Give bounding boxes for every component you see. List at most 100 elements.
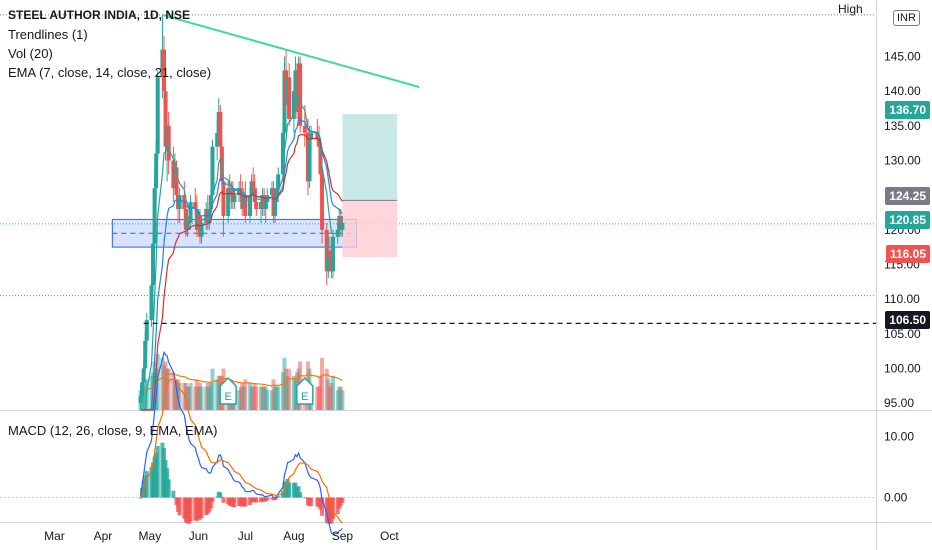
candle-body [287, 77, 292, 119]
x-tick-label: Mar [44, 529, 65, 543]
tag-last-price: 120.85 [885, 211, 930, 229]
legend-volume[interactable]: Vol (20) [8, 46, 53, 61]
candle-body [199, 222, 204, 237]
macd-histogram-bar [302, 497, 307, 499]
candle [163, 84, 168, 161]
macd-histogram-bar [274, 497, 279, 499]
candle-body [274, 188, 279, 203]
macd-pane [0, 350, 876, 535]
candle [155, 70, 160, 161]
macd-histogram-bar [320, 497, 325, 516]
macd-histogram-bar [265, 497, 270, 501]
macd-histogram-bar [254, 497, 259, 503]
tag-target: 136.70 [885, 101, 930, 119]
candle [309, 125, 314, 154]
candle-body [298, 63, 303, 126]
candle-body [188, 202, 193, 223]
volume-bar [265, 390, 270, 410]
volume-bar [166, 368, 171, 410]
long-position-target [342, 114, 398, 201]
candle [331, 229, 335, 279]
candle-body [243, 195, 248, 216]
candle [340, 215, 345, 237]
candle-body [193, 202, 198, 209]
currency-badge[interactable]: INR [893, 10, 920, 26]
earnings-marker: E [219, 376, 237, 405]
ema21-line [140, 134, 343, 411]
candle-body [144, 319, 149, 341]
candle-body [291, 91, 296, 119]
candle [254, 188, 259, 216]
candle [249, 174, 254, 203]
candle-body [340, 222, 345, 230]
volume-bar [276, 386, 281, 410]
candle-body [154, 153, 159, 189]
x-tick-label: May [139, 529, 162, 543]
candle-body [161, 49, 166, 92]
macd-line [139, 350, 343, 535]
macd-histogram-bar [208, 497, 213, 509]
candle [188, 195, 193, 230]
legend-ema[interactable]: EMA (7, close, 14, close, 21, close) [8, 65, 212, 80]
y-tick-label: 95.00 [884, 396, 914, 410]
macd-histogram-bar [232, 497, 237, 507]
y-tick-label: 145.00 [884, 50, 921, 64]
macd-histogram-bar [243, 497, 248, 507]
macd-legend: MACD (12, 26, close, 9, EMA, EMA) [8, 421, 218, 440]
candle-body [318, 146, 323, 175]
candle-body [320, 174, 325, 230]
candle-body [226, 188, 231, 216]
candle-body [263, 202, 268, 209]
y-tick-label: 105.00 [884, 327, 921, 341]
earnings-marker: E [296, 376, 314, 405]
volume-bar [331, 375, 335, 410]
candle [243, 181, 248, 223]
candle-body [327, 250, 332, 258]
candle-body [174, 167, 179, 196]
volume-bar [188, 383, 193, 410]
candle [218, 105, 223, 154]
candle-body [280, 132, 285, 175]
macd-histogram-bar [218, 492, 223, 498]
candle-body [315, 132, 320, 140]
main-legend: STEEL AUTHOR INDIA, 1D, NSE Trendlines (… [8, 6, 211, 82]
earnings-icon [296, 376, 314, 405]
legend-trendlines[interactable]: Trendlines (1) [8, 27, 88, 42]
legend-macd[interactable]: MACD (12, 26, close, 9, EMA, EMA) [8, 423, 218, 438]
x-tick-label: Jul [238, 529, 253, 543]
candle-body [273, 202, 278, 216]
signal-line [140, 378, 343, 524]
legend-title: STEEL AUTHOR INDIA, 1D, NSE [8, 8, 191, 22]
volume-bar [243, 379, 248, 410]
candle-body [143, 340, 148, 369]
candle-body [251, 181, 256, 189]
candle-body [338, 215, 343, 230]
candle-body [232, 195, 237, 203]
earnings-letter: E [224, 391, 231, 403]
candle-body [208, 195, 213, 209]
candle-body [138, 396, 143, 404]
macd-histogram-bar [340, 497, 345, 503]
candle [232, 188, 237, 209]
candle-body [259, 202, 264, 209]
y-tick-label: 130.00 [884, 153, 921, 167]
macd-histogram-bar [166, 479, 171, 498]
candle-body [326, 250, 331, 272]
candle-body [149, 285, 154, 320]
candle-body [215, 132, 220, 147]
x-tick-label: Apr [94, 529, 113, 543]
candle-body [249, 181, 254, 196]
macd-histogram-bar [155, 445, 160, 498]
volume-bar [199, 386, 204, 410]
ema7-line [140, 95, 343, 411]
macd-histogram-bar [309, 497, 314, 507]
macd-histogram-bar [171, 490, 176, 498]
ema14-line [140, 118, 343, 411]
y-tick-label: 140.00 [884, 84, 921, 98]
tag-entry: 124.25 [885, 187, 930, 205]
y-tick-label: 135.00 [884, 119, 921, 133]
